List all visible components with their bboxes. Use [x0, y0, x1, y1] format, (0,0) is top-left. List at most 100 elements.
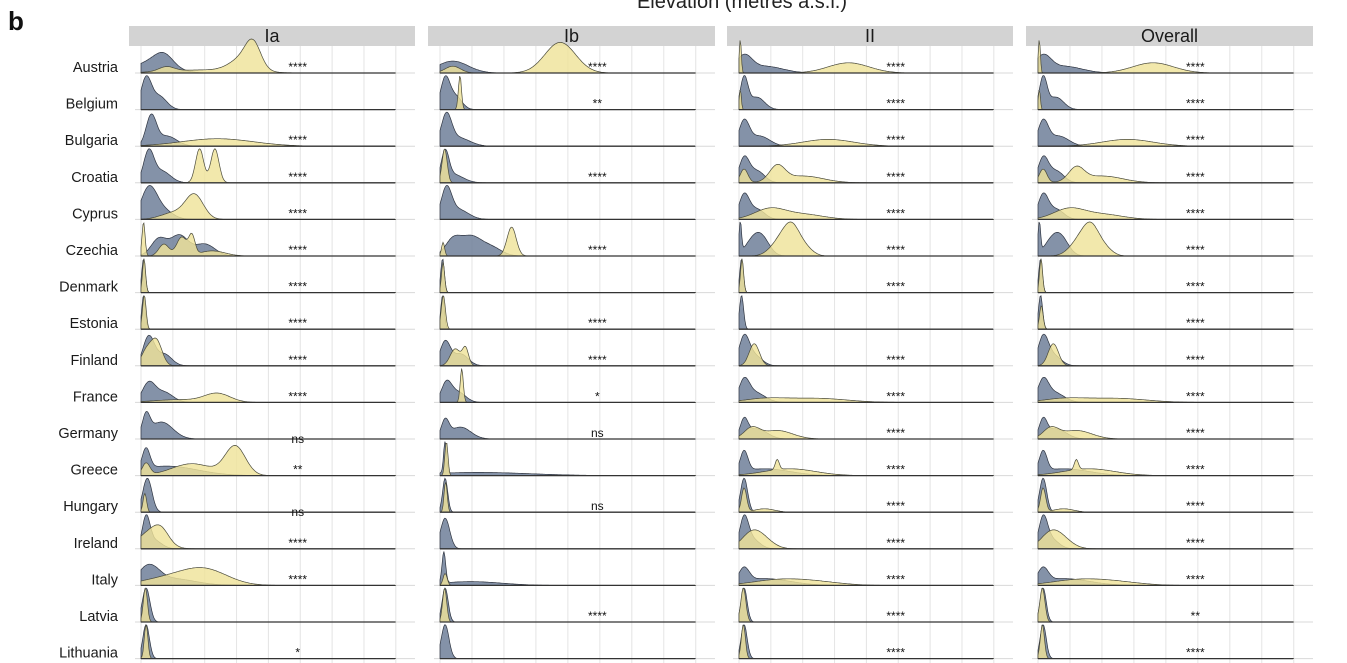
facet-strip: [1026, 26, 1313, 46]
ridge-row: ****: [738, 333, 994, 367]
significance-label: ****: [588, 170, 607, 184]
country-label: Hungary: [63, 499, 119, 515]
ridge-row: ****: [140, 258, 396, 294]
ridge-row: **: [140, 445, 396, 477]
significance-label: ****: [1186, 426, 1205, 440]
significance-label: **: [1191, 609, 1201, 623]
ridge-row: ****: [140, 295, 396, 330]
significance-label: ****: [886, 389, 905, 403]
ridge-row: [140, 75, 396, 111]
facet-strip: [428, 26, 715, 46]
significance-label: ****: [886, 353, 905, 367]
ridge-row: ****: [439, 295, 696, 330]
significance-label: ****: [288, 280, 307, 294]
ridge-row: ns: [439, 417, 696, 440]
country-label: Finland: [70, 353, 118, 369]
significance-label: ****: [886, 170, 905, 184]
significance-label: ****: [1186, 280, 1205, 294]
ridge-row: ****: [1037, 333, 1294, 367]
ridge-row: ****: [1037, 376, 1294, 403]
ridge-row: ****: [1037, 624, 1294, 660]
ridge-row: ****: [1037, 477, 1294, 513]
ridge-row: ****: [738, 514, 994, 550]
ridge-row: ****: [738, 449, 994, 477]
ridge-row: ****: [1037, 118, 1294, 147]
significance-label: ****: [1186, 499, 1205, 513]
ridge-row: ****: [738, 624, 994, 660]
significance-label: ****: [588, 353, 607, 367]
ridge-row: ****: [140, 380, 396, 403]
ridge-row: [439, 258, 696, 294]
country-label: Germany: [58, 426, 118, 442]
ridge-row: ****: [1037, 514, 1294, 550]
ridge-row: ****: [140, 334, 396, 367]
country-label: Ireland: [74, 536, 118, 552]
significance-label: ****: [886, 499, 905, 513]
significance-label: *: [595, 389, 600, 403]
ridge-row: [439, 441, 696, 477]
significance-label: ****: [886, 463, 905, 477]
significance-label: ****: [1186, 572, 1205, 586]
ridge-row: ****: [140, 148, 396, 184]
country-label: France: [73, 389, 118, 405]
ridge-row: [439, 624, 696, 660]
significance-label: ****: [1186, 389, 1205, 403]
significance-label: ****: [1186, 206, 1205, 220]
country-label: Austria: [73, 60, 119, 76]
facet-strip: [727, 26, 1013, 46]
ridge-row: ****: [439, 587, 696, 623]
ridge-row: [439, 111, 696, 147]
significance-label: ****: [886, 572, 905, 586]
ridge-row: *: [439, 368, 696, 403]
ridge-row: **: [439, 75, 696, 111]
significance-label: *: [295, 646, 300, 660]
facet-strip-label: Ia: [264, 26, 280, 46]
country-label: Bulgaria: [65, 133, 119, 149]
significance-label: ****: [588, 60, 607, 74]
ridge-row: ****: [140, 185, 396, 220]
significance-label: ****: [886, 426, 905, 440]
significance-label: ****: [886, 206, 905, 220]
significance-label: ****: [1186, 646, 1205, 660]
ridge-row: ****: [738, 477, 994, 513]
facet-strip: [129, 26, 415, 46]
significance-label: ****: [288, 316, 307, 330]
country-label: Greece: [70, 463, 118, 479]
ridge-row: ****: [1037, 416, 1294, 440]
significance-label: ****: [588, 609, 607, 623]
significance-label: **: [293, 463, 303, 477]
ridge-row: ns: [439, 477, 696, 513]
ridge-row: ****: [1037, 258, 1294, 294]
country-label: Cyprus: [72, 206, 118, 222]
ridge-row: ****: [738, 75, 994, 111]
ridge-row: ****: [439, 226, 696, 257]
significance-label: **: [593, 97, 603, 111]
panel-letter: b: [8, 6, 24, 36]
ridge-row: ****: [1037, 75, 1294, 111]
ridge-row: **: [1037, 587, 1294, 623]
significance-label: ****: [886, 60, 905, 74]
significance-label: ****: [886, 646, 905, 660]
significance-label: ****: [288, 170, 307, 184]
ridge-row: [738, 295, 994, 330]
ridge-row: ****: [140, 222, 396, 257]
ridge-row: ****: [140, 113, 396, 147]
significance-label: ****: [288, 206, 307, 220]
facet-strip-label: II: [865, 26, 875, 46]
ridge-row: ****: [1037, 295, 1294, 330]
ridge-row: ****: [1037, 40, 1294, 74]
country-label: Estonia: [70, 316, 119, 332]
significance-label: ****: [288, 353, 307, 367]
ridge-row: ns: [140, 478, 396, 519]
facet-ii: II **** **** **** **** **** **** **** **** **** **…: [727, 26, 1013, 663]
ridge-row: ****: [1037, 155, 1294, 184]
ridge-row: ****: [140, 514, 396, 550]
ridge-row: [439, 185, 696, 221]
facet-ia: Ia **** **** **** **** **** **** **** **** **** ns…: [129, 26, 415, 663]
density-yellow: [439, 42, 696, 74]
country-labels: Austria Belgium Bulgaria Croatia Cyprus Czech…: [58, 60, 119, 662]
significance-label: ****: [1186, 353, 1205, 367]
ridge-row: ****: [738, 118, 994, 147]
